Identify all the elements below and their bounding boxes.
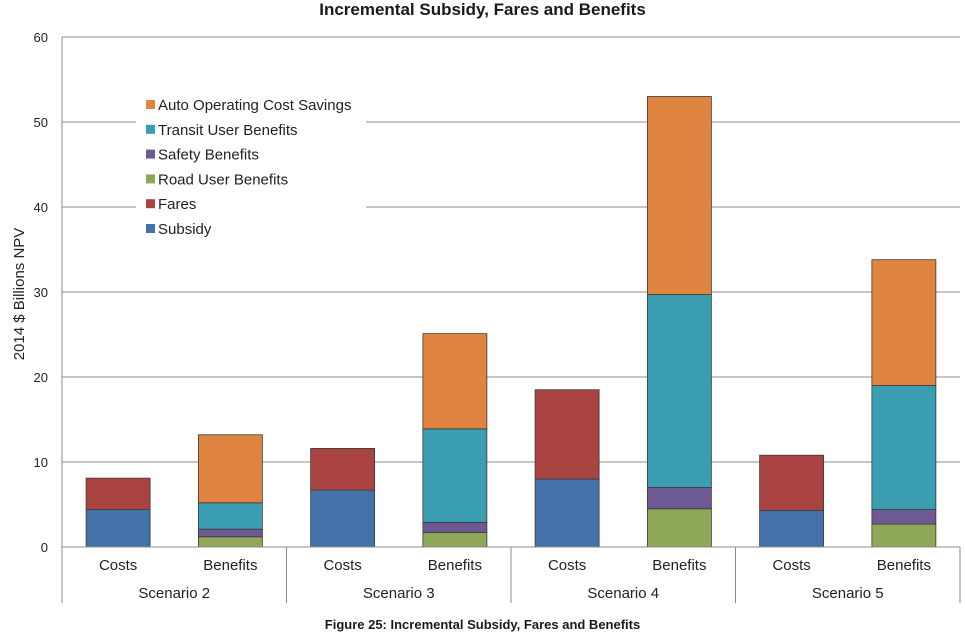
bar-segment-fares	[85, 477, 151, 510]
y-tick-label: 10	[34, 455, 48, 470]
bar-segment-subsidy	[310, 489, 376, 548]
legend-item-label: Fares	[158, 196, 196, 213]
y-tick-label: 50	[34, 115, 48, 130]
bar-segment-fares	[310, 447, 376, 491]
x-category-label: Benefits	[652, 557, 706, 574]
legend-item-label: Subsidy	[158, 221, 212, 238]
bar-segment-road-user-benefits	[871, 523, 937, 548]
bar-segment-road-user-benefits	[197, 536, 263, 548]
bar-segment-subsidy	[85, 509, 151, 548]
x-group-label: Scenario 4	[587, 585, 659, 602]
x-group-label: Scenario 5	[812, 585, 884, 602]
bar-segment-fares	[534, 389, 600, 480]
legend-background	[136, 91, 366, 241]
bars	[85, 96, 937, 548]
x-group-label: Scenario 2	[138, 585, 210, 602]
bar-segment-safety-benefits	[871, 509, 937, 525]
x-category-label: Benefits	[877, 557, 931, 574]
x-group-label: Scenario 3	[363, 585, 435, 602]
legend-swatch	[146, 174, 155, 184]
y-tick-label: 20	[34, 370, 48, 385]
bar-segment-transit-user-benefits	[422, 428, 488, 523]
bar-segment-safety-benefits	[422, 521, 488, 533]
bar-segment-safety-benefits	[646, 487, 712, 510]
bar-segment-auto-operating-cost-savings	[871, 259, 937, 386]
bar-segment-auto-operating-cost-savings	[646, 96, 712, 295]
x-category-label: Benefits	[428, 557, 482, 574]
x-axis: Costs Benefits Costs Benefits Costs Benefits C…	[61, 546, 961, 603]
x-category-label: Costs	[99, 557, 137, 574]
legend-swatch	[146, 149, 155, 159]
y-tick-label: 30	[34, 285, 48, 300]
y-tick-label: 0	[41, 540, 48, 555]
y-tick-label: 60	[34, 30, 48, 45]
x-category-label: Costs	[772, 557, 810, 574]
y-axis: 0 10 20 30 40 50 60	[34, 30, 63, 555]
bar-segment-auto-operating-cost-savings	[197, 434, 263, 504]
bar-segment-fares	[759, 454, 825, 511]
figure-caption: Figure 25: Incremental Subsidy, Fares an…	[324, 617, 641, 632]
legend-item-label: Auto Operating Cost Savings	[158, 97, 351, 114]
legend-swatch	[146, 100, 155, 109]
legend-swatch	[146, 199, 155, 209]
bar-segment-auto-operating-cost-savings	[422, 333, 488, 430]
bar-segment-subsidy	[759, 510, 825, 548]
legend-item-label: Road User Benefits	[158, 171, 288, 188]
bar-segment-road-user-benefits	[646, 508, 712, 548]
bar-segment-safety-benefits	[197, 528, 263, 538]
legend: Auto Operating Cost Savings Transit User …	[136, 91, 366, 241]
bar-segment-transit-user-benefits	[646, 294, 712, 488]
x-category-label: Costs	[548, 557, 586, 574]
x-category-label: Benefits	[203, 557, 257, 574]
y-axis-title: 2014 $ Billions NPV	[11, 228, 28, 361]
legend-item-label: Transit User Benefits	[158, 122, 298, 139]
y-tick-label: 40	[34, 200, 48, 215]
bar-segment-transit-user-benefits	[197, 502, 263, 530]
legend-swatch	[146, 124, 155, 134]
legend-swatch	[146, 224, 155, 233]
chart-title: Incremental Subsidy, Fares and Benefits	[319, 0, 646, 19]
bar-segment-road-user-benefits	[422, 532, 488, 548]
bar-segment-transit-user-benefits	[871, 385, 937, 510]
legend-item-label: Safety Benefits	[158, 147, 259, 164]
x-category-label: Costs	[323, 557, 361, 574]
bar-segment-subsidy	[534, 478, 600, 548]
